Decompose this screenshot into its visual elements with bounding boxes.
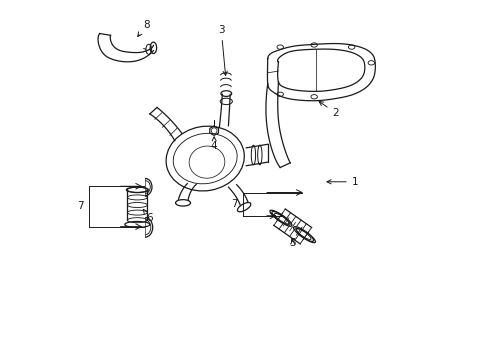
Text: 1: 1 (326, 177, 358, 187)
Text: 6: 6 (143, 210, 153, 222)
Text: 8: 8 (138, 19, 149, 36)
Text: 7: 7 (230, 199, 237, 209)
Text: 7: 7 (77, 202, 83, 211)
Text: 4: 4 (210, 137, 217, 151)
Text: 3: 3 (218, 25, 227, 75)
Text: 5: 5 (289, 238, 295, 248)
Text: 2: 2 (319, 102, 338, 118)
